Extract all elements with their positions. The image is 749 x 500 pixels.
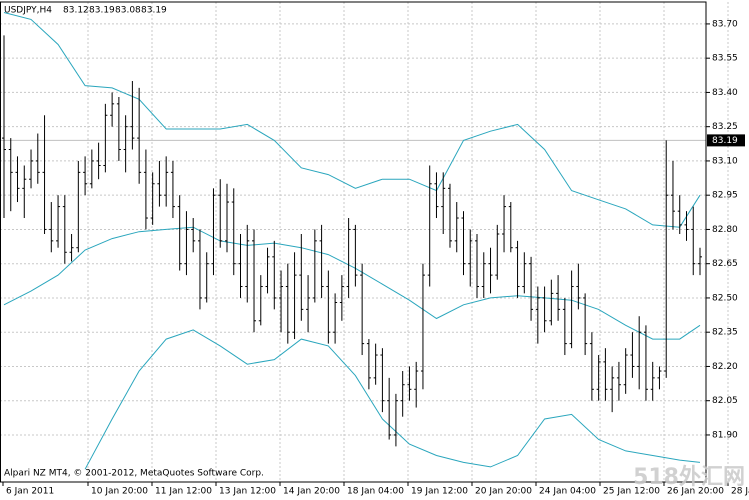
plot-frame	[0, 1, 707, 483]
x-tick-label: 6 Jan 2011	[6, 487, 54, 497]
header-price: 83.12	[63, 6, 89, 16]
y-tick-label: 82.35	[712, 328, 738, 338]
y-tick-label: 83.40	[712, 88, 738, 98]
symbol: USDJPY,H4	[4, 6, 52, 16]
x-tick-label: 19 Jan 12:00	[411, 487, 468, 497]
y-tick-label: 83.10	[712, 156, 738, 166]
last-price-box	[707, 134, 745, 147]
band-line	[3, 12, 701, 228]
y-tick-label: 82.95	[712, 191, 738, 201]
x-tick-label: 10 Jan 20:00	[91, 487, 148, 497]
x-tick-label: 14 Jan 20:00	[283, 487, 340, 497]
y-tick-label: 82.65	[712, 259, 738, 269]
x-tick-label: 25 Jan 12:00	[603, 487, 660, 497]
x-tick-label: 26 Jan 20:00	[667, 487, 724, 497]
x-tick-label: 24 Jan 04:00	[539, 487, 596, 497]
y-tick-label: 82.05	[712, 396, 738, 406]
header-price: 83.19	[141, 6, 167, 16]
watermark: 518外汇网	[633, 464, 745, 490]
x-tick-label: 13 Jan 12:00	[219, 487, 276, 497]
x-tick-label: 20 Jan 20:00	[475, 487, 532, 497]
x-tick-label: 28 Jan 04:	[731, 487, 749, 497]
x-tick-label: 18 Jan 04:00	[347, 487, 404, 497]
header-price: 83.19	[89, 6, 115, 16]
y-tick-label: 83.25	[712, 122, 738, 132]
y-tick-label: 82.80	[712, 225, 738, 235]
y-tick-label: 83.55	[712, 54, 738, 64]
bands	[2, 12, 702, 470]
x-tick-label: 11 Jan 12:00	[155, 487, 212, 497]
y-tick-label: 82.20	[712, 362, 738, 372]
last-price-label: 83.19	[712, 136, 738, 146]
copyright: Alpari NZ MT4, © 2001-2012, MetaQuotes S…	[4, 469, 264, 479]
y-tick-label: 82.50	[712, 293, 738, 303]
y-tick-label: 81.90	[712, 430, 738, 440]
header-price: 83.08	[115, 6, 141, 16]
y-tick-label: 83.70	[712, 19, 738, 29]
